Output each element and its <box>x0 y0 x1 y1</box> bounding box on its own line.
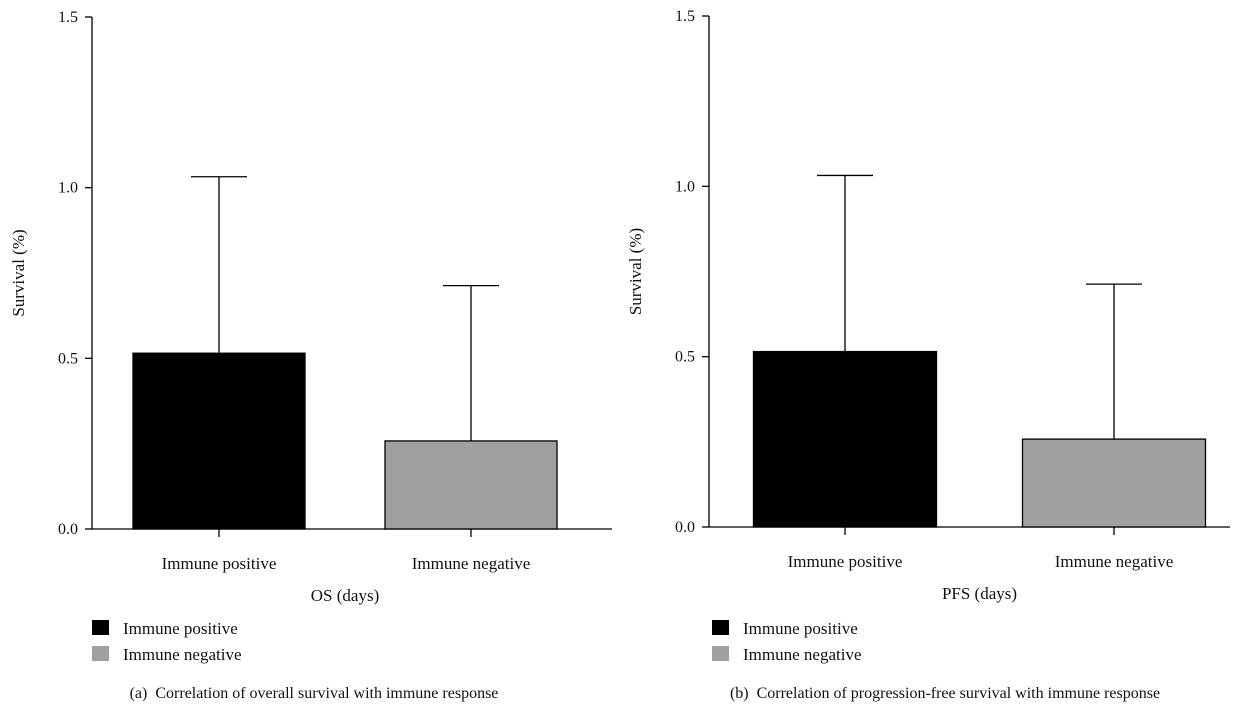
bar-immune-positive <box>752 350 938 528</box>
x-tick-label: Immune negative <box>412 554 531 573</box>
x-tick-label: Immune negative <box>1055 552 1174 571</box>
x-tick-label: Immune positive <box>162 554 277 573</box>
legend-label: Immune negative <box>743 645 862 664</box>
y-tick-label: 0.5 <box>58 350 78 367</box>
bar-immune-negative <box>1021 438 1207 528</box>
y-axis-title: Survival (%) <box>626 228 645 315</box>
y-tick-label: 1.5 <box>58 9 78 26</box>
caption-panel-letter: (a) <box>130 685 156 702</box>
bar-immune-positive <box>132 352 306 530</box>
y-tick-label: 1.0 <box>58 180 78 197</box>
bar-immune-negative <box>384 440 558 530</box>
chart-panel-a: 0.0 0.5 1.0 1.5 Immune positive Immune negati… <box>9 9 612 702</box>
legend-swatch <box>712 646 729 661</box>
y-tick-label: 1.0 <box>675 178 695 195</box>
caption-text: Correlation of overall survival with imm… <box>155 685 498 702</box>
y-tick-label: 0.5 <box>675 349 695 366</box>
y-tick-label: 0.0 <box>675 519 695 536</box>
legend-swatch <box>92 620 109 635</box>
chart-panel-b: 0.0 0.5 1.0 1.5 Immune positive Immune negati… <box>626 8 1230 702</box>
legend-label: Immune positive <box>743 619 858 638</box>
legend-label: Immune positive <box>123 619 238 638</box>
legend-swatch <box>712 620 729 635</box>
y-tick-label: 0.0 <box>58 521 78 538</box>
figure-caption: (b) Correlation of progression-free surv… <box>730 685 1160 702</box>
y-axis-title: Survival (%) <box>9 229 28 316</box>
legend-swatch <box>92 646 109 661</box>
caption-panel-letter: (b) <box>730 685 757 702</box>
legend-label: Immune negative <box>123 645 242 664</box>
y-tick-label: 1.5 <box>675 8 695 25</box>
x-axis-title: OS (days) <box>311 586 379 605</box>
figure-caption: (a) Correlation of overall survival with… <box>130 685 499 702</box>
x-axis-title: PFS (days) <box>942 584 1017 603</box>
caption-text: Correlation of progression-free survival… <box>757 685 1160 702</box>
x-tick-label: Immune positive <box>788 552 903 571</box>
